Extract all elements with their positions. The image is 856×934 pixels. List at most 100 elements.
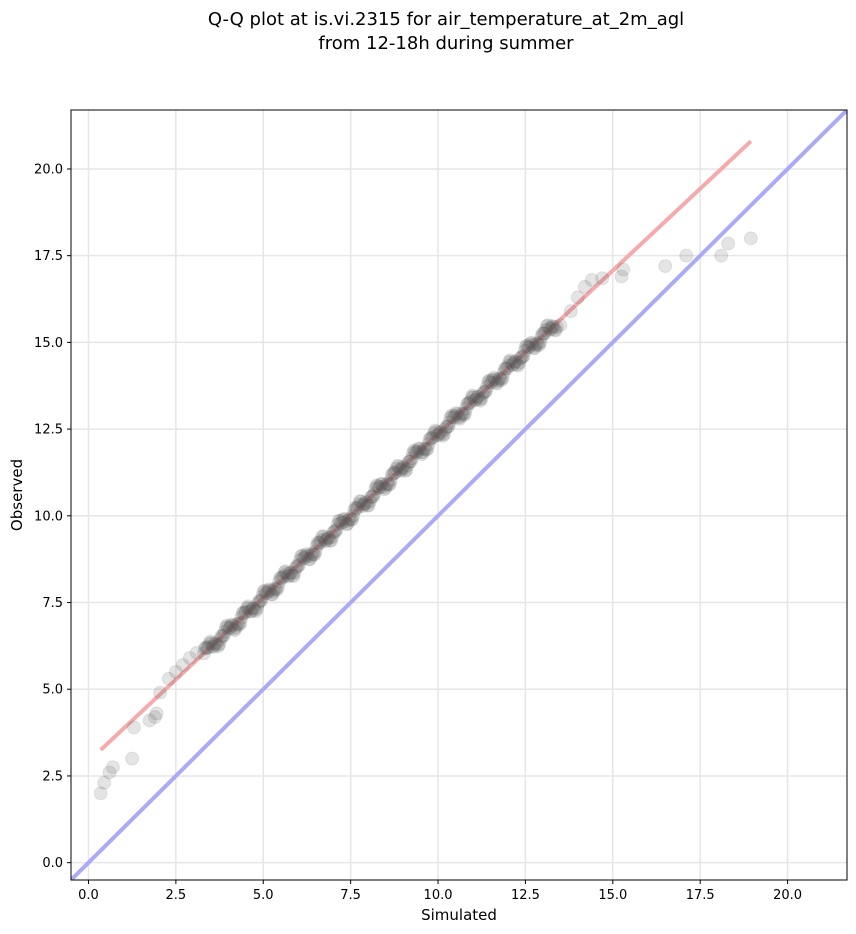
data-point bbox=[338, 514, 353, 529]
y-tick-label: 15.0 bbox=[34, 336, 63, 351]
data-point bbox=[512, 355, 527, 370]
data-point bbox=[514, 349, 529, 364]
data-point bbox=[528, 338, 543, 353]
data-point bbox=[304, 548, 319, 563]
data-point bbox=[328, 524, 343, 539]
data-point bbox=[421, 437, 436, 452]
data-point bbox=[511, 358, 526, 373]
data-point bbox=[384, 467, 399, 482]
data-point bbox=[224, 617, 239, 632]
plot-frame bbox=[70, 109, 848, 881]
data-point bbox=[262, 582, 277, 597]
data-point bbox=[545, 319, 560, 334]
data-point bbox=[357, 497, 372, 512]
x-tick-label: 15.0 bbox=[598, 888, 627, 903]
chart-title-line1: Q-Q plot at is.vi.2315 for air_temperatu… bbox=[208, 9, 684, 30]
data-point bbox=[570, 290, 585, 305]
data-point bbox=[388, 465, 403, 480]
data-point bbox=[523, 337, 538, 352]
data-point bbox=[336, 512, 351, 527]
data-point bbox=[448, 408, 463, 423]
data-point bbox=[268, 581, 283, 596]
data-point bbox=[284, 565, 299, 580]
data-point bbox=[504, 355, 519, 370]
data-point bbox=[401, 454, 416, 469]
data-point bbox=[489, 375, 504, 390]
data-point bbox=[445, 409, 460, 424]
data-point bbox=[398, 463, 413, 478]
data-point bbox=[287, 565, 302, 580]
data-point bbox=[495, 370, 510, 385]
data-point bbox=[264, 587, 279, 602]
data-point bbox=[203, 634, 218, 649]
data-point bbox=[175, 657, 190, 672]
data-point bbox=[470, 390, 485, 405]
data-point bbox=[404, 451, 419, 466]
data-point bbox=[275, 571, 290, 586]
data-point bbox=[231, 616, 246, 631]
data-point bbox=[383, 473, 398, 488]
data-point bbox=[563, 304, 578, 319]
data-point bbox=[380, 476, 395, 491]
data-point bbox=[494, 373, 509, 388]
data-point bbox=[392, 462, 407, 477]
data-point bbox=[142, 713, 157, 728]
data-point bbox=[444, 408, 459, 423]
data-point bbox=[397, 461, 412, 476]
data-point bbox=[451, 410, 466, 425]
data-point bbox=[524, 335, 539, 350]
data-point bbox=[200, 641, 215, 656]
data-point bbox=[355, 497, 370, 512]
data-point bbox=[345, 512, 360, 527]
data-point bbox=[274, 570, 289, 585]
data-point bbox=[473, 393, 488, 408]
data-point bbox=[215, 629, 230, 644]
data-point bbox=[352, 494, 367, 509]
data-point bbox=[455, 406, 470, 421]
data-point bbox=[223, 619, 238, 634]
data-point bbox=[298, 548, 313, 563]
y-tick-label: 0.0 bbox=[42, 856, 63, 871]
data-point bbox=[317, 532, 332, 547]
data-point bbox=[418, 441, 433, 456]
data-point bbox=[356, 498, 371, 513]
data-point bbox=[254, 593, 269, 608]
data-point bbox=[458, 406, 473, 421]
data-point bbox=[340, 516, 355, 531]
data-point bbox=[288, 560, 303, 575]
data-point bbox=[319, 532, 334, 547]
data-point bbox=[353, 494, 368, 509]
data-point bbox=[519, 338, 534, 353]
data-point bbox=[508, 354, 523, 369]
data-point bbox=[342, 511, 357, 526]
data-point bbox=[307, 547, 322, 562]
data-point bbox=[506, 356, 521, 371]
data-point bbox=[217, 624, 232, 639]
data-point bbox=[595, 271, 610, 286]
data-point bbox=[272, 574, 287, 589]
data-point bbox=[310, 535, 325, 550]
data-point bbox=[471, 389, 486, 404]
data-point bbox=[402, 454, 417, 469]
data-point bbox=[517, 343, 532, 358]
data-point bbox=[335, 515, 350, 530]
data-point bbox=[318, 534, 333, 549]
data-point bbox=[97, 775, 112, 790]
data-point bbox=[248, 604, 263, 619]
data-point bbox=[484, 375, 499, 390]
data-point bbox=[153, 685, 168, 700]
data-point bbox=[325, 529, 340, 544]
data-point bbox=[441, 419, 456, 434]
data-point bbox=[403, 454, 418, 469]
data-point bbox=[125, 751, 140, 766]
data-point bbox=[420, 441, 435, 456]
data-point bbox=[376, 479, 391, 494]
data-point bbox=[305, 546, 320, 561]
reference-lines bbox=[71, 110, 847, 880]
data-point bbox=[549, 319, 564, 334]
data-point bbox=[542, 320, 557, 335]
data-point bbox=[337, 511, 352, 526]
data-point bbox=[266, 584, 281, 599]
data-point bbox=[210, 637, 225, 652]
axis-ticks: 0.0 2.5 5.0 7.5 10.0 12.5 15.0 17.5 20.0 0.0 2.5 5.… bbox=[34, 162, 802, 903]
